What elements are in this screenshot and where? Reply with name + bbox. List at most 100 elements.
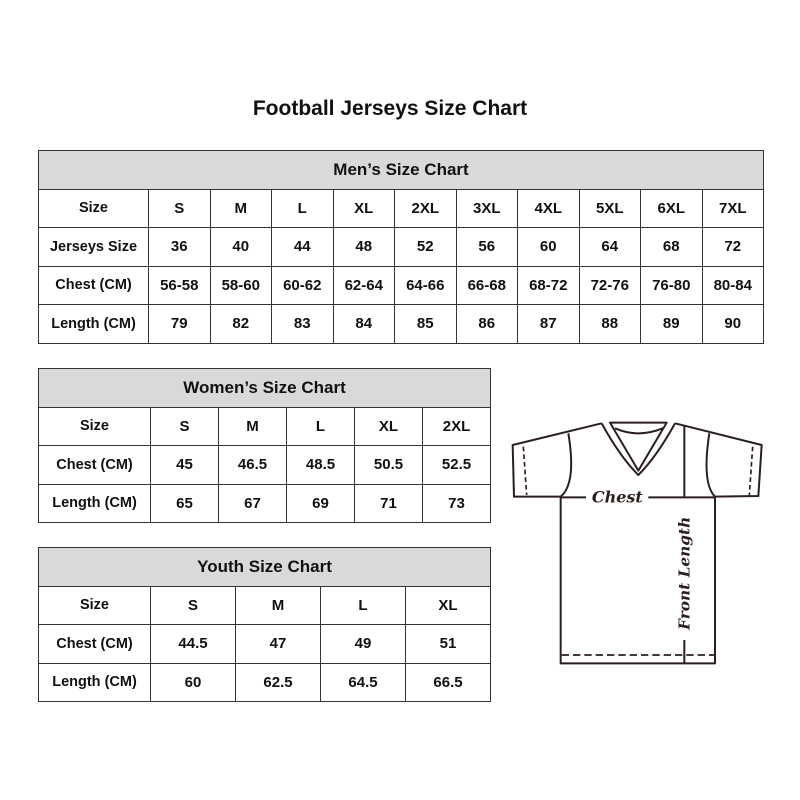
row-label: Length (CM): [38, 304, 149, 344]
table-cell: 52.5: [422, 445, 491, 485]
page-title: Football Jerseys Size Chart: [252, 97, 528, 120]
table-cell: 60: [517, 227, 580, 267]
table-cell: 36: [148, 227, 211, 267]
table-cell: 40: [209, 227, 272, 267]
table-cell: 85: [394, 304, 457, 344]
table-row: Size S M L XL 2XL 3XL 4XL 5XL 6XL 7XL: [38, 188, 764, 228]
table-cell: XL: [354, 406, 423, 446]
row-label: Size: [38, 585, 151, 625]
collar-inner-curve: [614, 427, 664, 435]
table-cell: 56: [455, 227, 518, 267]
table-cell: 69: [286, 483, 355, 523]
table-cell: 50.5: [354, 445, 423, 485]
table-cell: 79: [148, 304, 211, 344]
youth-size-table: Youth Size Chart Size S M L XL Chest (CM) 44.5 4…: [38, 547, 491, 702]
table-cell: 58-60: [209, 265, 272, 305]
table-cell: 65: [150, 483, 219, 523]
table-cell: 48: [332, 227, 395, 267]
table-cell: L: [320, 585, 406, 625]
table-cell: L: [286, 406, 355, 446]
table-cell: 64: [578, 227, 641, 267]
row-label: Size: [38, 406, 151, 446]
table-row: Length (CM) 65 67 69 71 73: [38, 483, 491, 523]
table-cell: 87: [517, 304, 580, 344]
table-cell: 68-72: [517, 265, 580, 305]
table-cell: 89: [640, 304, 703, 344]
table-cell: 64.5: [320, 662, 406, 702]
table-cell: 72: [701, 227, 764, 267]
mens-size-table: Men’s Size Chart Size S M L XL 2XL 3XL 4XL 5XL 6XL…: [38, 150, 764, 344]
table-cell: 76-80: [640, 265, 703, 305]
table-cell: 66-68: [455, 265, 518, 305]
table-cell: 60: [150, 662, 236, 702]
table-cell: XL: [332, 188, 395, 228]
womens-size-table: Women’s Size Chart Size S M L XL 2XL Chest (CM)…: [38, 368, 491, 523]
table-cell: 44.5: [150, 624, 236, 664]
table-cell: 47: [235, 624, 321, 664]
table-heading-row: Women’s Size Chart: [38, 368, 491, 408]
table-heading-row: Youth Size Chart: [38, 547, 491, 587]
table-row: Chest (CM) 44.5 47 49 51: [38, 624, 491, 664]
table-cell: L: [271, 188, 334, 228]
table-cell: 68: [640, 227, 703, 267]
row-label: Chest (CM): [38, 445, 151, 485]
table-cell: 73: [422, 483, 491, 523]
table-row: Jerseys Size 36 40 44 48 52 56 60 64 68 72: [38, 227, 764, 267]
chest-label: Chest: [592, 487, 644, 506]
table-cell: M: [209, 188, 272, 228]
collar-outer: [600, 422, 676, 476]
table-cell: 48.5: [286, 445, 355, 485]
table-cell: 52: [394, 227, 457, 267]
table-row: Chest (CM) 45 46.5 48.5 50.5 52.5: [38, 445, 491, 485]
table-cell: 5XL: [578, 188, 641, 228]
table-cell: 7XL: [701, 188, 764, 228]
table-heading: Men’s Size Chart: [38, 150, 764, 190]
table-cell: 86: [455, 304, 518, 344]
table-cell: S: [148, 188, 211, 228]
right-armhole: [705, 433, 716, 498]
table-cell: XL: [405, 585, 491, 625]
table-cell: 82: [209, 304, 272, 344]
table-row: Chest (CM) 56-58 58-60 60-62 62-64 64-66 66-68…: [38, 265, 764, 305]
table-cell: 90: [701, 304, 764, 344]
left-armhole: [559, 433, 573, 498]
table-cell: 46.5: [218, 445, 287, 485]
row-label: Length (CM): [38, 662, 151, 702]
row-label: Length (CM): [38, 483, 151, 523]
table-cell: 60-62: [271, 265, 334, 305]
table-cell: 62.5: [235, 662, 321, 702]
table-cell: 88: [578, 304, 641, 344]
row-label: Jerseys Size: [38, 227, 149, 267]
table-cell: 62-64: [332, 265, 395, 305]
table-cell: 72-76: [578, 265, 641, 305]
table-row: Length (CM) 60 62.5 64.5 66.5: [38, 662, 491, 702]
row-label: Chest (CM): [38, 265, 149, 305]
table-row: Size S M L XL 2XL: [38, 406, 491, 446]
table-cell: 66.5: [405, 662, 491, 702]
table-row: Length (CM) 79 82 83 84 85 86 87 88 89 90: [38, 304, 764, 344]
table-cell: 44: [271, 227, 334, 267]
table-cell: 80-84: [701, 265, 764, 305]
table-cell: 71: [354, 483, 423, 523]
table-cell: M: [235, 585, 321, 625]
table-cell: 3XL: [455, 188, 518, 228]
jersey-diagram: Chest Front Length: [511, 421, 763, 665]
table-cell: 84: [332, 304, 395, 344]
front-length-label: Front Length: [675, 517, 693, 631]
table-cell: M: [218, 406, 287, 446]
row-label: Size: [38, 188, 149, 228]
collar-inner: [609, 421, 668, 472]
table-cell: S: [150, 585, 236, 625]
left-cuff-seam: [522, 446, 528, 496]
table-heading-row: Men’s Size Chart: [38, 150, 764, 190]
table-heading: Women’s Size Chart: [38, 368, 491, 408]
table-cell: 56-58: [148, 265, 211, 305]
table-cell: 45: [150, 445, 219, 485]
row-label: Chest (CM): [38, 624, 151, 664]
table-cell: 67: [218, 483, 287, 523]
table-cell: 83: [271, 304, 334, 344]
table-cell: S: [150, 406, 219, 446]
table-cell: 2XL: [394, 188, 457, 228]
table-heading: Youth Size Chart: [38, 547, 491, 587]
